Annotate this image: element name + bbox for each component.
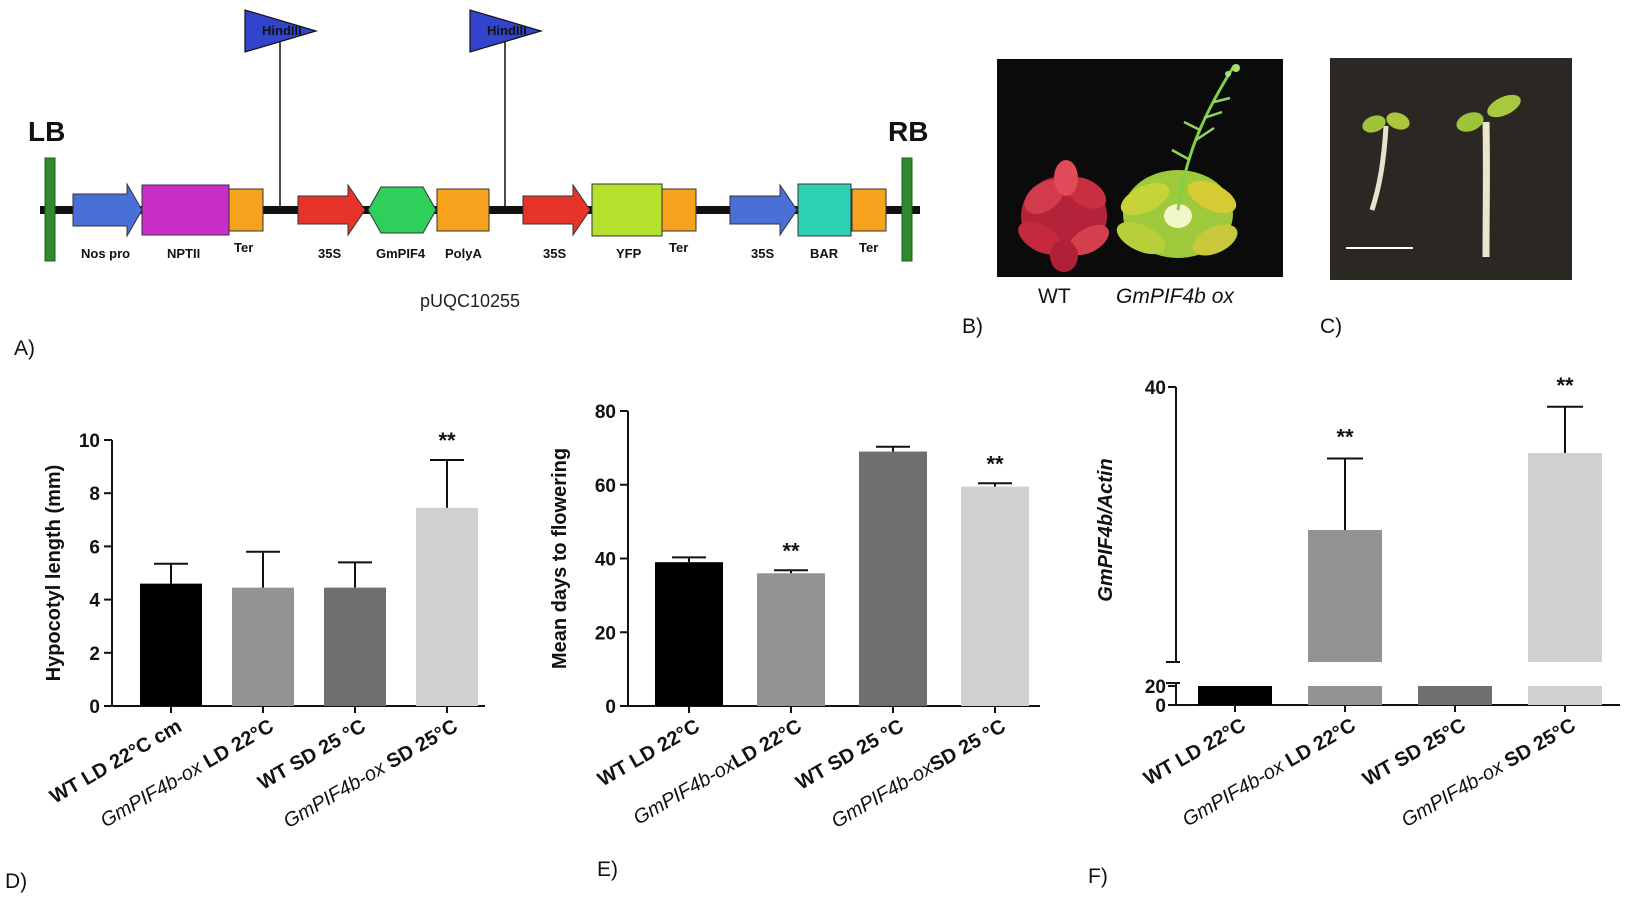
segment-label: NPTII bbox=[167, 246, 200, 261]
significance-marker: ** bbox=[986, 451, 1004, 476]
photo-label-wt: WT bbox=[1038, 285, 1071, 308]
bar-lower-segment bbox=[1308, 686, 1382, 705]
restriction-site-flag bbox=[469, 9, 544, 53]
photo-background bbox=[1330, 58, 1572, 280]
segment-label: Ter bbox=[234, 240, 253, 255]
segment-35s-promoter bbox=[522, 183, 591, 237]
segment-label: 35S bbox=[751, 246, 774, 261]
right-border-label: RB bbox=[888, 116, 928, 147]
segment-polya bbox=[436, 188, 490, 232]
category-label: GmPIF4b-ox SD 25°C bbox=[280, 715, 462, 833]
bar-lower-segment bbox=[1528, 686, 1602, 705]
panel-label-d: D) bbox=[5, 870, 27, 893]
segment-35s-promoter bbox=[729, 183, 798, 237]
segment-label: Nos pro bbox=[81, 246, 130, 261]
y-tick-label: 40 bbox=[1145, 378, 1166, 399]
significance-marker: ** bbox=[438, 428, 456, 453]
restriction-site-flag bbox=[244, 9, 319, 53]
bar-lower-segment bbox=[1418, 686, 1492, 705]
restriction-site-label: HindIII bbox=[262, 23, 302, 38]
segment-gmpif4 bbox=[367, 186, 437, 234]
bar bbox=[324, 587, 386, 706]
category-label: GmPIF4b-ox LD 22°C bbox=[1179, 714, 1360, 831]
y-tick-label: 80 bbox=[595, 402, 616, 423]
category-label: GmPIF4b-oxSD 25 °C bbox=[828, 715, 1010, 833]
segment-nos-promoter bbox=[72, 182, 143, 238]
photo-label-ox: GmPIF4b ox bbox=[1116, 285, 1235, 308]
plasmid-name: pUQC10255 bbox=[420, 291, 520, 311]
significance-marker: ** bbox=[1336, 425, 1354, 450]
segment-label: YFP bbox=[616, 246, 642, 261]
y-tick-label: 4 bbox=[89, 591, 100, 612]
bar bbox=[859, 451, 927, 706]
y-tick-label: 6 bbox=[89, 537, 100, 558]
segment-nptii bbox=[141, 184, 230, 236]
y-tick-label: 20 bbox=[595, 623, 616, 644]
segment-35s-promoter bbox=[297, 183, 366, 237]
plant-photo: WT GmPIF4b ox bbox=[997, 59, 1283, 308]
y-tick-label: 40 bbox=[595, 550, 616, 571]
y-axis-title: Mean days to flowering bbox=[549, 448, 571, 669]
ox-seedling bbox=[1456, 94, 1521, 258]
y-axis-title: Hypocotyl length (mm) bbox=[43, 465, 65, 682]
segment-terminator bbox=[851, 188, 887, 232]
segment-terminator bbox=[661, 188, 697, 232]
y-axis-title: GmPIF4b/Actin bbox=[1095, 458, 1117, 601]
category-label: GmPIF4b-oxLD 22°C bbox=[630, 715, 806, 829]
segment-label: 35S bbox=[543, 246, 566, 261]
restriction-site-label: HindIII bbox=[487, 23, 527, 38]
segment-label: Ter bbox=[859, 240, 878, 255]
bar bbox=[416, 507, 478, 706]
bar bbox=[961, 486, 1029, 706]
segment-yfp bbox=[591, 183, 663, 237]
y-tick-label: 2 bbox=[89, 644, 100, 665]
panel-label-c: C) bbox=[1320, 315, 1342, 338]
y-tick-label: 8 bbox=[89, 484, 100, 505]
wt-rosette bbox=[1018, 160, 1109, 272]
plasmid-map: LB RB HindIII HindIII Nos pro NPTII Ter … bbox=[28, 9, 928, 311]
segment-label: GmPIF4 bbox=[376, 246, 426, 261]
significance-marker: ** bbox=[782, 538, 800, 563]
y-tick-label: 60 bbox=[595, 476, 616, 497]
y-tick-label: 0 bbox=[605, 697, 616, 718]
wt-seedling bbox=[1362, 112, 1410, 211]
y-tick-label: 0 bbox=[89, 697, 100, 718]
panel-label-f: F) bbox=[1088, 865, 1108, 888]
category-label: GmPIF4b-ox SD 25°C bbox=[1398, 714, 1580, 832]
segment-label: BAR bbox=[810, 246, 839, 261]
panel-label-a: A) bbox=[14, 337, 35, 360]
panel-label-b: B) bbox=[962, 315, 983, 338]
y-tick-label: 20 bbox=[1145, 677, 1166, 698]
left-border-marker bbox=[44, 157, 56, 262]
bar bbox=[1528, 453, 1602, 662]
y-tick-label: 0 bbox=[1155, 696, 1166, 717]
segment-label: 35S bbox=[318, 246, 341, 261]
segment-bar bbox=[797, 183, 852, 237]
segment-terminator bbox=[228, 188, 264, 232]
bar bbox=[655, 562, 723, 706]
bar bbox=[232, 587, 294, 706]
y-tick-label: 10 bbox=[79, 431, 100, 452]
bar bbox=[757, 573, 825, 706]
category-label: WT LD 22°C bbox=[1140, 714, 1249, 790]
segment-label: PolyA bbox=[445, 246, 482, 261]
bar bbox=[1308, 530, 1382, 662]
category-label: WT SD 25°C bbox=[1359, 714, 1469, 790]
significance-marker: ** bbox=[1556, 373, 1574, 398]
category-label: GmPIF4b-ox LD 22°C bbox=[97, 715, 278, 832]
bar-lower-segment bbox=[1198, 686, 1272, 705]
right-border-marker bbox=[901, 157, 913, 262]
segment-label: Ter bbox=[669, 240, 688, 255]
seedling-photo bbox=[1330, 58, 1572, 280]
bar bbox=[140, 583, 202, 706]
panel-label-e: E) bbox=[597, 858, 618, 881]
left-border-label: LB bbox=[28, 116, 65, 147]
expression-chart: 40 200 GmPIF4b/Actin WT LD 22°C ** GmPIF4b-ox… bbox=[1095, 373, 1620, 832]
ox-plant bbox=[1116, 64, 1240, 258]
